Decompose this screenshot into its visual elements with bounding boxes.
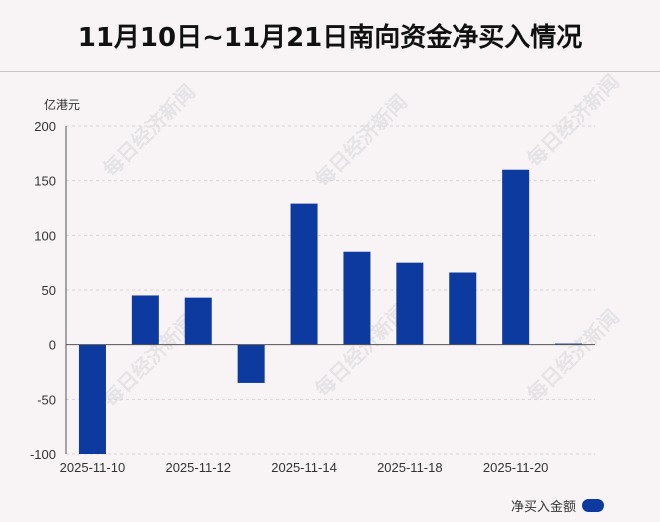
y-tick-label: -100 [30,447,56,462]
x-tick-label: 2025-11-18 [377,460,443,475]
legend-swatch [582,499,604,512]
y-axis-unit-label: 亿港元 [44,98,81,112]
bar [396,262,424,345]
bar [184,297,212,345]
y-tick-label: 0 [49,338,56,353]
bar [502,169,530,345]
bar [78,344,106,454]
bar [449,272,477,345]
legend-label: 净买入金额 [510,500,576,515]
x-tick-label: 2025-11-10 [60,460,126,475]
y-tick-label: 150 [34,174,56,189]
chart-title: 11月10日~11月21日南向资金净买入情况 [77,22,583,53]
x-tick-label: 2025-11-12 [165,460,231,475]
title-divider [0,71,660,72]
y-tick-label: -50 [37,392,56,407]
bar [555,343,583,345]
y-tick-label: 50 [42,283,56,298]
y-tick-label: 200 [34,119,56,134]
y-tick-label: 100 [34,228,56,243]
bar [237,344,265,383]
bar [290,203,318,345]
x-tick-label: 2025-11-14 [271,460,337,475]
x-tick-label: 2025-11-20 [483,460,549,475]
bar [131,295,159,345]
bar [343,251,371,345]
legend: 净买入金额 [511,496,604,515]
